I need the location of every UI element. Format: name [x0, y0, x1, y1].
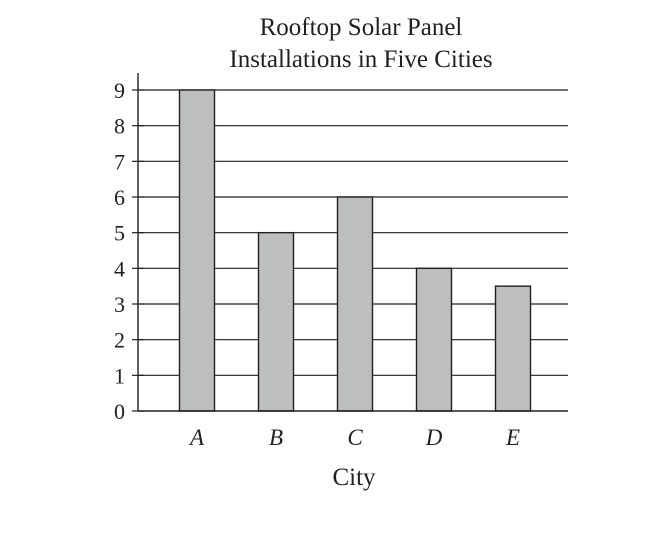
bar-E [494, 285, 532, 412]
y-tick-label-3: 3 [114, 292, 125, 317]
x-tick-label-C: C [347, 425, 363, 450]
x-axis-label: City [332, 464, 376, 491]
x-tick-labels: A B C D E [188, 425, 520, 450]
y-tick-label-4: 4 [114, 256, 125, 281]
y-tick-label-1: 1 [114, 363, 125, 388]
chart-title: Rooftop Solar Panel Installations in Fiv… [229, 14, 492, 73]
y-tick-label-5: 5 [114, 221, 125, 246]
y-tick-labels: 0 1 2 3 4 5 6 7 8 9 [114, 78, 125, 424]
bar-D [415, 267, 453, 412]
y-tick-label-2: 2 [114, 328, 125, 353]
y-tick-label-0: 0 [114, 399, 125, 424]
y-tick-label-8: 8 [114, 114, 125, 139]
chart-title-line-2: Installations in Five Cities [229, 46, 492, 73]
y-tick-label-7: 7 [114, 149, 125, 174]
x-tick-label-D: D [425, 425, 443, 450]
bar-A [178, 89, 216, 412]
x-tick-label-A: A [188, 425, 205, 450]
x-tick-label-B: B [269, 425, 283, 450]
axes [132, 73, 568, 412]
bars [178, 89, 532, 412]
bar-C [336, 196, 374, 412]
chart-title-line-1: Rooftop Solar Panel [260, 14, 463, 41]
y-tick-label-6: 6 [114, 185, 125, 210]
y-tick-label-9: 9 [114, 78, 125, 103]
x-tick-label-E: E [505, 425, 520, 450]
bar-B [257, 231, 295, 412]
